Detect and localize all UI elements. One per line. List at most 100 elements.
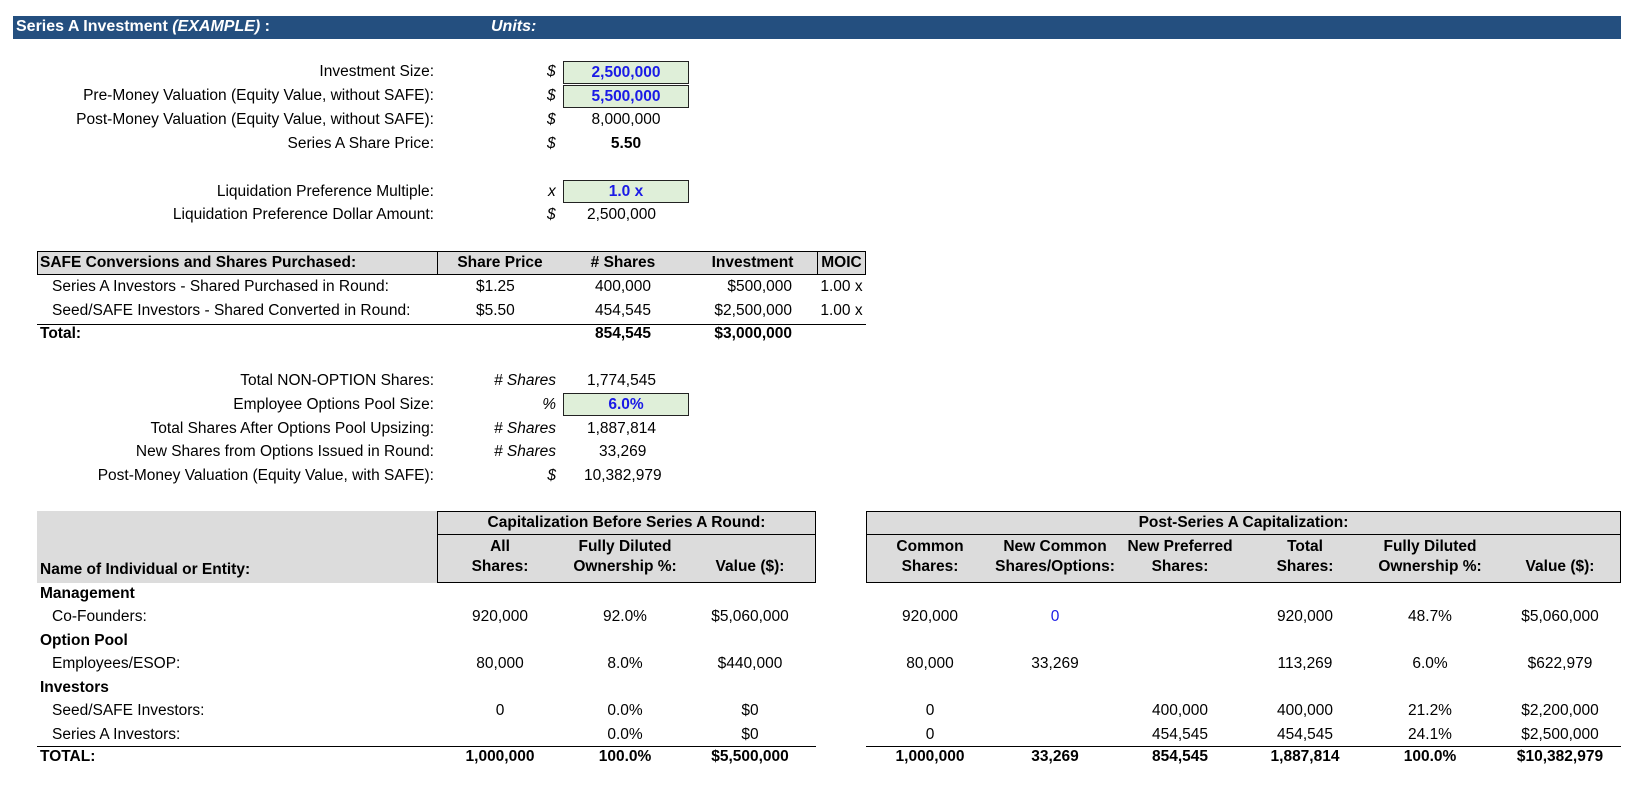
cell: 6.0% [1412,655,1448,672]
post-money-value: 8,000,000 [591,111,661,128]
cell: 854,545 [1151,748,1209,765]
cell: 1,000,000 [465,748,535,765]
cell: $5,060,000 [1521,608,1599,625]
after-title-rule [866,534,1621,535]
row-moic: 1.00 x [820,302,863,319]
new-shares-label: New Shares from Options Issued in Round: [135,443,434,460]
row-shares: 454,545 [594,302,652,319]
pre-money-input[interactable]: 5,500,000 [563,85,689,108]
col-before-ownership: Fully Diluted Ownership %: [573,538,677,575]
row-name: Series A Investors: [52,726,181,743]
col-new-preferred: New Preferred Shares: [1127,538,1233,575]
non-option-unit: # Shares [493,372,556,389]
cell: $10,382,979 [1516,748,1604,765]
row-share-price: $1.25 [476,278,515,295]
row-moic: 1.00 x [820,278,863,295]
units-header: Units: [491,18,537,35]
post-money-unit: $ [547,111,556,128]
section-title: Series A Investment (EXAMPLE) : [16,18,270,35]
before-title: Capitalization Before Series A Round: [487,514,766,531]
cell: 454,545 [1151,726,1209,743]
section-investors: Investors [40,679,109,696]
row-investment: $500,000 [727,278,792,295]
post-money-safe-unit: $ [547,467,556,484]
row-name: Co-Founders: [52,608,147,625]
section-management: Management [40,585,135,602]
name-header: Name of Individual or Entity: [40,561,251,578]
cell: 920,000 [901,608,959,625]
non-option-value: 1,774,545 [587,372,656,389]
share-price-label: Series A Share Price: [287,135,434,152]
cell: 113,269 [1277,655,1333,672]
name-header-box [37,511,437,583]
col-after-value: Value ($): [1525,558,1595,575]
investment-size-input[interactable]: 2,500,000 [563,61,689,84]
share-price-unit: $ [547,135,556,152]
pool-size-unit: % [542,396,556,413]
liq-amount-label: Liquidation Preference Dollar Amount: [172,206,434,223]
cell: $0 [741,726,759,743]
post-money-label: Post-Money Valuation (Equity Value, with… [76,111,434,128]
cell: 21.2% [1408,702,1452,719]
row-name: TOTAL: [40,748,96,765]
new-shares-value: 33,269 [599,443,647,460]
cell: 80,000 [476,655,524,672]
non-option-label: Total NON-OPTION Shares: [240,372,434,389]
liq-multiple-input[interactable]: 1.0 x [563,180,689,203]
col-investment: Investment [711,254,794,271]
row-shares: 400,000 [594,278,652,295]
cell: $2,500,000 [1521,726,1599,743]
row-label: Series A Investors - Shared Purchased in… [52,278,389,295]
cell: $5,500,000 [711,748,789,765]
header-divider [817,251,818,275]
cell: 0.0% [607,726,643,743]
header-divider [437,251,438,275]
after-upsizing-label: Total Shares After Options Pool Upsizing… [150,420,434,437]
cell: 80,000 [906,655,954,672]
new-common-input[interactable]: 0 [1050,608,1060,625]
total-investment: $3,000,000 [714,325,792,342]
safe-table-title: SAFE Conversions and Shares Purchased: [40,254,357,271]
cell: 0 [495,702,505,719]
col-before-value: Value ($): [715,558,785,575]
before-title-rule [437,534,816,535]
cell: 100.0% [1403,748,1457,765]
row-label: Seed/SAFE Investors - Shared Converted i… [52,302,411,319]
cell: 0 [925,702,935,719]
cell: 0.0% [607,702,643,719]
cell: 400,000 [1151,702,1209,719]
after-header-box [866,511,1621,583]
pre-money-unit: $ [547,87,556,104]
after-title: Post-Series A Capitalization: [1138,514,1349,531]
cell: 920,000 [471,608,529,625]
investment-size-label: Investment Size: [319,63,434,80]
cell: 100.0% [598,748,652,765]
liq-amount-value: 2,500,000 [587,206,656,223]
cell: 33,269 [1031,655,1079,672]
col-shares: # Shares [590,254,656,271]
cell: 400,000 [1276,702,1334,719]
investment-size-unit: $ [547,63,556,80]
col-common-shares: Common Shares: [896,538,964,575]
col-total-shares: Total Shares: [1276,538,1334,575]
liq-amount-unit: $ [547,206,556,223]
cell: 33,269 [1031,748,1079,765]
row-investment: $2,500,000 [714,302,792,319]
section-header-bar: Series A Investment (EXAMPLE) : Units: [13,16,1621,39]
total-rule-after [866,746,1621,747]
col-moic: MOIC [821,254,862,271]
cell: 8.0% [607,655,643,672]
pool-size-input[interactable]: 6.0% [563,393,689,416]
col-share-price: Share Price [457,254,543,271]
cell: 48.7% [1408,608,1452,625]
pool-size-label: Employee Options Pool Size: [233,396,434,413]
after-upsizing-unit: # Shares [493,420,556,437]
cell: $440,000 [717,655,783,672]
cell: 920,000 [1276,608,1334,625]
liq-multiple-unit: x [548,183,556,200]
cell: 0 [925,726,935,743]
total-label: Total: [40,325,82,342]
liq-multiple-label: Liquidation Preference Multiple: [216,183,434,200]
pre-money-label: Pre-Money Valuation (Equity Value, witho… [83,87,434,104]
new-shares-unit: # Shares [493,443,556,460]
